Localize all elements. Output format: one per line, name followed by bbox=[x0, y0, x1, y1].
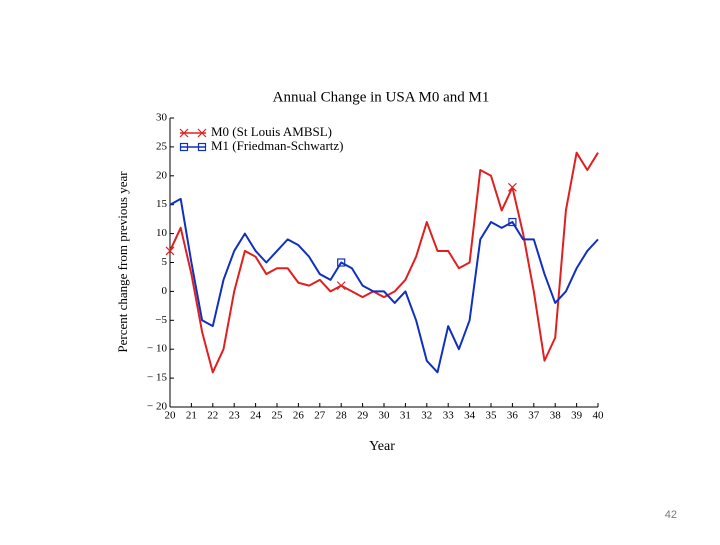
y-tick-label: 20 bbox=[156, 169, 168, 181]
series-marker bbox=[337, 258, 346, 267]
series-line bbox=[169, 151, 599, 374]
y-tick-label: 10 bbox=[156, 227, 168, 239]
x-tick-label: 38 bbox=[550, 410, 562, 422]
page-number: 42 bbox=[665, 509, 677, 521]
series-marker bbox=[336, 281, 346, 291]
x-tick-label: 22 bbox=[207, 410, 218, 422]
y-tick-label: 30 bbox=[156, 112, 168, 124]
legend-marker bbox=[197, 128, 207, 138]
y-tick-label: 5 bbox=[162, 256, 168, 268]
x-tick-label: 20 bbox=[165, 410, 177, 422]
x-tick-label: 21 bbox=[186, 410, 197, 422]
x-axis-label: Year bbox=[369, 439, 395, 454]
series-line bbox=[169, 197, 599, 374]
x-tick-label: 28 bbox=[336, 410, 348, 422]
legend-marker bbox=[179, 128, 189, 138]
y-tick-label: −5 bbox=[155, 314, 167, 326]
x-tick-label: 40 bbox=[593, 410, 605, 422]
legend-label: M0 (St Louis AMBSL) bbox=[211, 124, 332, 139]
x-tick-label: 29 bbox=[357, 410, 369, 422]
x-tick-label: 24 bbox=[250, 410, 262, 422]
x-tick-label: 36 bbox=[507, 410, 519, 422]
y-tick-label: 15 bbox=[156, 198, 168, 210]
legend-marker bbox=[197, 142, 207, 152]
x-tick-label: 39 bbox=[571, 410, 583, 422]
y-tick-label: − 10 bbox=[147, 343, 167, 355]
x-tick-label: 37 bbox=[528, 410, 540, 422]
y-tick-label: − 20 bbox=[147, 401, 167, 413]
legend-marker bbox=[179, 142, 189, 152]
x-tick-label: 32 bbox=[421, 410, 432, 422]
y-tick-label: 0 bbox=[162, 285, 168, 297]
x-tick-label: 35 bbox=[486, 410, 498, 422]
x-tick-label: 27 bbox=[314, 410, 326, 422]
y-tick-label: 25 bbox=[156, 140, 168, 152]
chart-title: Annual Change in USA M0 and M1 bbox=[273, 89, 490, 105]
y-tick-label: − 15 bbox=[147, 372, 167, 384]
legend-label: M1 (Friedman-Schwartz) bbox=[211, 138, 344, 153]
y-axis-label: Percent change from previous year bbox=[115, 171, 130, 353]
series-marker bbox=[508, 217, 517, 227]
x-tick-label: 30 bbox=[379, 410, 391, 422]
x-tick-label: 31 bbox=[400, 410, 411, 422]
x-tick-label: 23 bbox=[229, 410, 241, 422]
x-tick-label: 26 bbox=[293, 410, 305, 422]
x-tick-label: 34 bbox=[464, 410, 476, 422]
x-tick-label: 25 bbox=[272, 410, 284, 422]
x-tick-label: 33 bbox=[443, 410, 455, 422]
series-marker bbox=[507, 182, 517, 192]
series-marker bbox=[165, 246, 175, 256]
